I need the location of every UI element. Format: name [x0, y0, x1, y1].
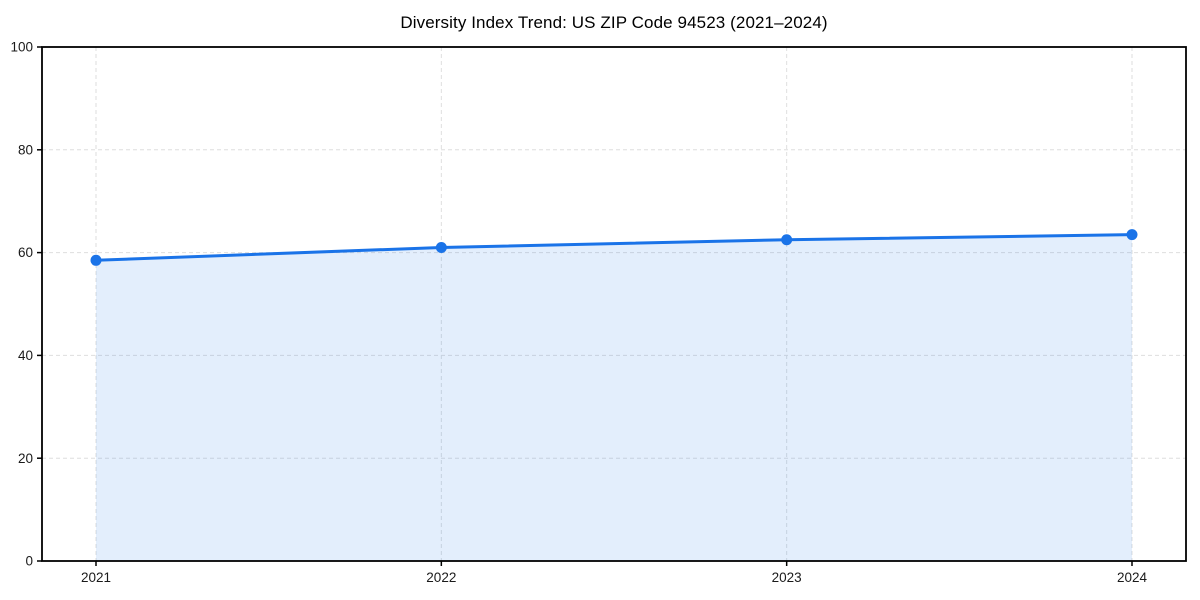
y-tick-label: 100 [10, 40, 33, 55]
plot-border [41, 46, 1187, 562]
y-tick-label: 80 [18, 142, 33, 157]
chart-title: Diversity Index Trend: US ZIP Code 94523… [400, 13, 828, 32]
x-tick-label: 2021 [81, 570, 111, 585]
x-tick-label: 2023 [772, 570, 802, 585]
y-tick-label: 60 [18, 245, 33, 260]
y-tick-label: 20 [18, 451, 33, 466]
y-tick-label: 0 [25, 554, 33, 569]
data-point-2021 [90, 254, 102, 266]
data-point-2024 [1126, 229, 1138, 241]
y-tick-label: 40 [18, 348, 33, 363]
trend-line [94, 233, 1134, 262]
area-fill [96, 234, 1132, 562]
data-point-2023 [781, 234, 793, 246]
x-tick-label: 2024 [1117, 570, 1148, 585]
data-point-2022 [435, 241, 447, 253]
x-tick-label: 2022 [426, 570, 456, 585]
